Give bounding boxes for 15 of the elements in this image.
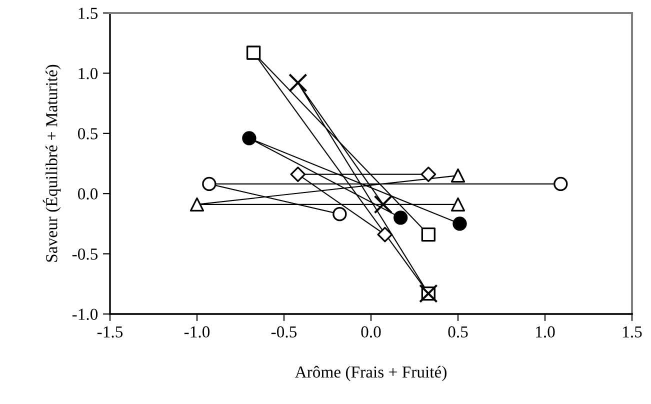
y-tick-label: 0.5 bbox=[78, 128, 98, 140]
y-axis-title: Saveur (Équilibré + Maturité) bbox=[42, 64, 61, 262]
y-tick-label: 1.5 bbox=[78, 8, 98, 20]
y-tick-label: 1.0 bbox=[78, 68, 98, 80]
x-tick-label: 1.5 bbox=[623, 326, 642, 338]
x-tick-label: 0.5 bbox=[448, 326, 468, 338]
y-tick-label: -0.5 bbox=[72, 248, 98, 260]
x-tick-label: -1.0 bbox=[184, 326, 210, 338]
x-tick-label: -1.5 bbox=[97, 326, 123, 338]
y-tick-label: -1.0 bbox=[72, 308, 98, 320]
x-tick-label: -0.5 bbox=[271, 326, 297, 338]
x-tick-label: 1.0 bbox=[536, 326, 555, 338]
x-axis-title: Arôme (Frais + Fruité) bbox=[294, 366, 446, 382]
y-tick-label: 0.0 bbox=[78, 188, 98, 200]
x-tick-label: 0.0 bbox=[361, 326, 381, 338]
